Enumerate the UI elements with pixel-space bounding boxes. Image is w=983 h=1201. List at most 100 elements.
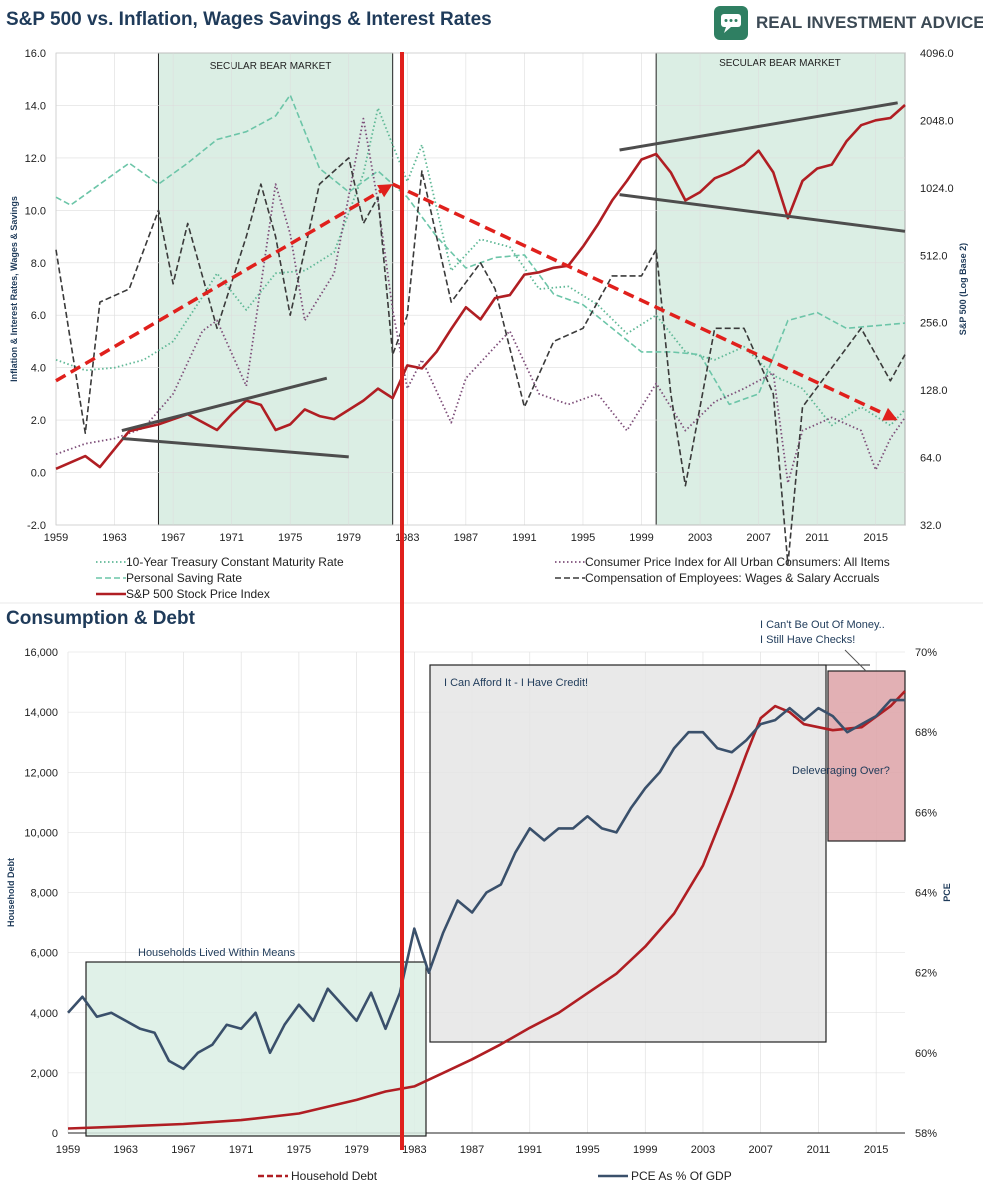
annotation-lived-within-means: Households Lived Within Means <box>138 947 296 959</box>
annotation-still-have-checks: I Still Have Checks! <box>760 634 855 646</box>
x-tick-label: 1991 <box>518 1144 542 1156</box>
x-tick-label: 1971 <box>229 1144 253 1156</box>
series-line-3 <box>55 157 906 566</box>
series-household-debt <box>67 690 906 1130</box>
x-tick-label: 1971 <box>219 532 243 544</box>
x-tick-label: 1967 <box>161 532 185 544</box>
y-left-tick-label: 10.0 <box>25 205 46 217</box>
legend-label: S&P 500 Stock Price Index <box>126 587 270 601</box>
y-right-axis-label: PCE <box>942 883 952 902</box>
y-left-tick-label: 4.0 <box>31 363 46 375</box>
y-left-tick-label: -2.0 <box>27 520 46 532</box>
y-right-tick-label: 60% <box>915 1048 937 1060</box>
legend-label: Compensation of Employees: Wages & Salar… <box>585 571 879 585</box>
y-right-tick-label: 256.0 <box>920 318 948 330</box>
y-left-tick-label: 16,000 <box>24 647 58 659</box>
y-left-tick-label: 12.0 <box>25 153 46 165</box>
brand-logo: REAL INVESTMENT ADVICE <box>714 6 983 40</box>
x-tick-label: 2011 <box>805 532 829 544</box>
series-line-1 <box>55 94 906 406</box>
y-right-tick-label: 4096.0 <box>920 48 954 60</box>
annotation-secular-bear-1: SECULAR BEAR MARKET <box>210 61 332 72</box>
x-tick-label: 2011 <box>807 1144 831 1156</box>
brand-name: REAL INVESTMENT ADVICE <box>756 13 983 32</box>
x-tick-label: 1983 <box>395 532 419 544</box>
brand-logo-speech-tail <box>724 27 731 33</box>
channel-line <box>121 436 349 459</box>
y-right-tick-label: 58% <box>915 1128 937 1140</box>
y-left-axis-label: Household Debt <box>6 858 16 927</box>
channel-line <box>619 193 906 233</box>
x-tick-label: 1963 <box>102 532 126 544</box>
y-right-tick-label: 64.0 <box>920 453 941 465</box>
region-deleveraging <box>827 670 906 842</box>
brand-logo-dot <box>724 19 728 22</box>
trend-up-arrow <box>55 182 394 383</box>
y-left-tick-label: 6,000 <box>30 948 58 960</box>
y-right-tick-label: 1024.0 <box>920 183 954 195</box>
trend-down-arrowhead <box>882 407 898 421</box>
x-tick-label: 1995 <box>571 532 595 544</box>
y-left-tick-label: 14,000 <box>24 707 58 719</box>
annotation-deleveraging: Deleveraging Over? <box>792 765 890 777</box>
y-right-tick-label: 512.0 <box>920 250 948 262</box>
x-tick-label: 1979 <box>337 532 361 544</box>
x-tick-label: 2003 <box>688 532 712 544</box>
x-tick-label: 1987 <box>460 1144 484 1156</box>
channel-line <box>619 101 898 152</box>
legend-label: 10-Year Treasury Constant Maturity Rate <box>126 555 344 569</box>
y-left-axis-label: Inflation & Interest Rates, Wages & Savi… <box>9 196 19 382</box>
legend-label: PCE As % Of GDP <box>631 1169 732 1183</box>
x-tick-label: 1959 <box>44 532 68 544</box>
brand-logo-dot <box>734 19 738 22</box>
region-credit <box>429 664 827 1043</box>
legend-label: Consumer Price Index for All Urban Consu… <box>585 555 890 569</box>
y-right-tick-label: 2048.0 <box>920 115 954 127</box>
annotation-out-of-money: I Can't Be Out Of Money.. <box>760 619 885 631</box>
x-tick-label: 2007 <box>748 1144 772 1156</box>
x-tick-label: 1991 <box>512 532 536 544</box>
brand-logo-dot <box>729 19 733 22</box>
top-chart: S&P 500 vs. Inflation, Wages Savings & I… <box>6 9 968 601</box>
x-tick-label: 1967 <box>171 1144 195 1156</box>
y-right-tick-label: 66% <box>915 807 937 819</box>
secular-bear-region <box>157 52 394 526</box>
x-tick-label: 1975 <box>278 532 302 544</box>
y-left-tick-label: 2,000 <box>30 1068 58 1080</box>
secular-bear-region <box>655 52 906 526</box>
y-right-tick-label: 62% <box>915 968 937 980</box>
legend-label: Personal Saving Rate <box>126 571 242 585</box>
channel-line <box>121 376 328 433</box>
y-left-tick-label: 14.0 <box>25 100 46 112</box>
chart-title: S&P 500 vs. Inflation, Wages Savings & I… <box>6 9 492 30</box>
x-tick-label: 1959 <box>56 1144 80 1156</box>
x-tick-label: 1987 <box>454 532 478 544</box>
y-left-tick-label: 4,000 <box>30 1008 58 1020</box>
x-tick-label: 2015 <box>864 1144 888 1156</box>
legend-label: Household Debt <box>291 1169 378 1183</box>
series-pce <box>67 698 905 1071</box>
region-lived-within-means <box>85 961 427 1137</box>
y-left-tick-label: 12,000 <box>24 767 58 779</box>
x-tick-label: 2007 <box>746 532 770 544</box>
plot-frame <box>55 52 906 526</box>
bottom-chart: Consumption & Debt 0 2,000 4,000 6,000 8,000 1… <box>0 602 983 1183</box>
annotation-secular-bear-2: SECULAR BEAR MARKET <box>719 58 841 69</box>
y-left-tick-label: 0 <box>52 1128 58 1140</box>
y-left-tick-label: 6.0 <box>31 310 46 322</box>
x-tick-label: 2015 <box>863 532 887 544</box>
x-tick-label: 1999 <box>633 1144 657 1156</box>
y-right-tick-label: 128.0 <box>920 385 948 397</box>
x-tick-label: 1963 <box>113 1144 137 1156</box>
callout-leader-line <box>844 649 867 672</box>
y-left-tick-label: 16.0 <box>25 48 46 60</box>
trend-up-arrowhead <box>377 184 393 198</box>
y-right-tick-label: 68% <box>915 727 937 739</box>
y-left-tick-label: 10,000 <box>24 827 58 839</box>
x-tick-label: 1995 <box>575 1144 599 1156</box>
x-tick-label: 1983 <box>402 1144 426 1156</box>
y-left-tick-label: 8,000 <box>30 888 58 900</box>
x-tick-label: 1975 <box>287 1144 311 1156</box>
chart-title: Consumption & Debt <box>6 608 196 629</box>
